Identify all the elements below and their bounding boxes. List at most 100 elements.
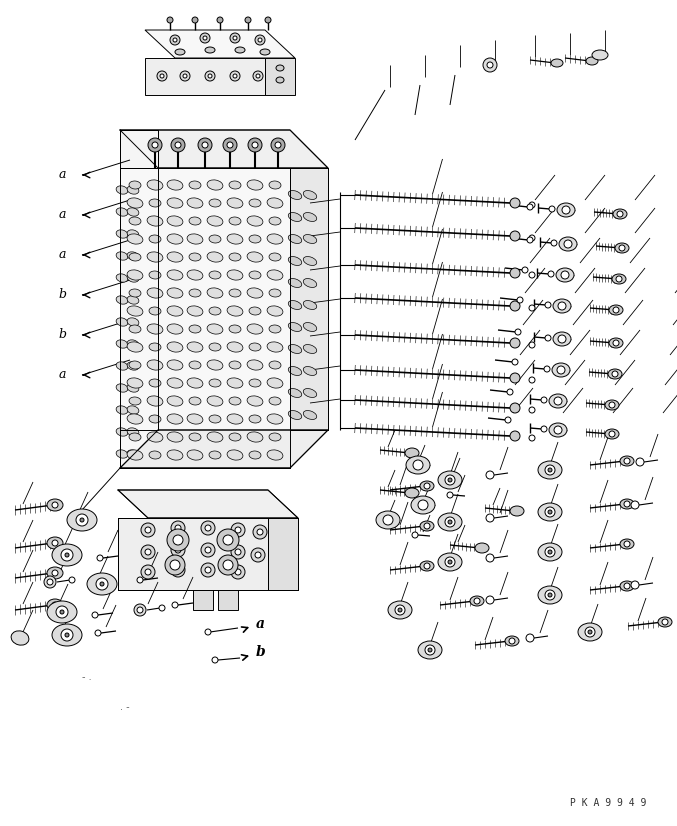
Circle shape [529, 305, 535, 311]
Ellipse shape [116, 362, 128, 370]
Ellipse shape [303, 344, 317, 354]
Circle shape [529, 272, 535, 278]
Ellipse shape [189, 361, 201, 369]
Circle shape [418, 500, 428, 510]
Ellipse shape [149, 415, 161, 423]
Circle shape [541, 397, 547, 403]
Ellipse shape [187, 198, 203, 208]
Ellipse shape [129, 361, 141, 369]
Ellipse shape [438, 513, 462, 531]
Circle shape [585, 627, 595, 637]
Ellipse shape [269, 181, 281, 189]
Ellipse shape [87, 573, 117, 595]
Ellipse shape [586, 57, 598, 65]
Circle shape [201, 563, 215, 577]
Circle shape [526, 634, 534, 642]
Circle shape [223, 138, 237, 152]
Circle shape [137, 577, 143, 583]
Ellipse shape [249, 235, 261, 243]
Circle shape [486, 554, 494, 562]
Ellipse shape [288, 322, 302, 331]
Ellipse shape [553, 332, 571, 346]
Ellipse shape [205, 47, 215, 53]
Circle shape [509, 638, 515, 644]
Ellipse shape [247, 288, 263, 298]
Ellipse shape [303, 191, 317, 199]
Ellipse shape [127, 208, 139, 216]
Ellipse shape [578, 623, 602, 641]
Circle shape [636, 458, 644, 466]
Ellipse shape [127, 318, 139, 326]
Ellipse shape [116, 274, 128, 282]
Ellipse shape [129, 253, 141, 261]
Ellipse shape [406, 456, 430, 474]
Ellipse shape [187, 377, 203, 388]
Ellipse shape [167, 288, 183, 298]
Text: b: b [58, 329, 66, 341]
Ellipse shape [557, 203, 575, 217]
Ellipse shape [127, 339, 139, 349]
Polygon shape [290, 168, 328, 430]
Ellipse shape [187, 306, 203, 316]
Circle shape [529, 202, 535, 208]
Circle shape [175, 142, 181, 148]
Ellipse shape [420, 561, 434, 571]
Ellipse shape [187, 234, 203, 244]
Circle shape [141, 565, 155, 579]
Circle shape [631, 581, 639, 589]
Ellipse shape [209, 271, 221, 279]
Circle shape [92, 612, 98, 618]
Circle shape [233, 74, 237, 78]
Circle shape [561, 271, 569, 279]
Ellipse shape [127, 274, 139, 282]
Ellipse shape [288, 367, 302, 376]
Ellipse shape [269, 325, 281, 333]
Ellipse shape [605, 400, 619, 410]
Circle shape [265, 17, 271, 23]
Circle shape [52, 602, 58, 608]
Ellipse shape [127, 377, 143, 388]
Polygon shape [145, 58, 265, 95]
Ellipse shape [303, 257, 317, 265]
Ellipse shape [549, 423, 567, 437]
Ellipse shape [288, 388, 302, 397]
Circle shape [217, 529, 239, 551]
Circle shape [231, 523, 245, 537]
Ellipse shape [149, 199, 161, 207]
Circle shape [617, 211, 623, 217]
Circle shape [548, 271, 554, 277]
Ellipse shape [620, 456, 634, 466]
Polygon shape [193, 590, 213, 610]
Circle shape [554, 397, 562, 405]
Ellipse shape [620, 499, 634, 509]
Ellipse shape [247, 252, 263, 262]
Ellipse shape [303, 388, 317, 397]
Circle shape [486, 514, 494, 522]
Circle shape [167, 529, 189, 551]
Ellipse shape [235, 47, 245, 53]
Ellipse shape [47, 601, 77, 623]
Ellipse shape [67, 509, 97, 531]
Circle shape [624, 583, 630, 589]
Circle shape [517, 297, 523, 303]
Ellipse shape [267, 414, 283, 424]
Circle shape [510, 338, 520, 348]
Ellipse shape [209, 451, 221, 459]
Circle shape [512, 359, 518, 365]
Ellipse shape [303, 322, 317, 331]
Circle shape [613, 340, 619, 346]
Ellipse shape [227, 377, 243, 388]
Circle shape [69, 577, 75, 583]
Ellipse shape [189, 181, 201, 189]
Ellipse shape [209, 199, 221, 207]
Circle shape [175, 525, 181, 531]
Ellipse shape [227, 198, 243, 208]
Circle shape [487, 62, 493, 68]
Ellipse shape [189, 253, 201, 261]
Polygon shape [120, 130, 328, 168]
Circle shape [558, 335, 566, 343]
Ellipse shape [167, 306, 183, 316]
Ellipse shape [658, 617, 672, 627]
Ellipse shape [167, 252, 183, 262]
Ellipse shape [167, 180, 183, 190]
